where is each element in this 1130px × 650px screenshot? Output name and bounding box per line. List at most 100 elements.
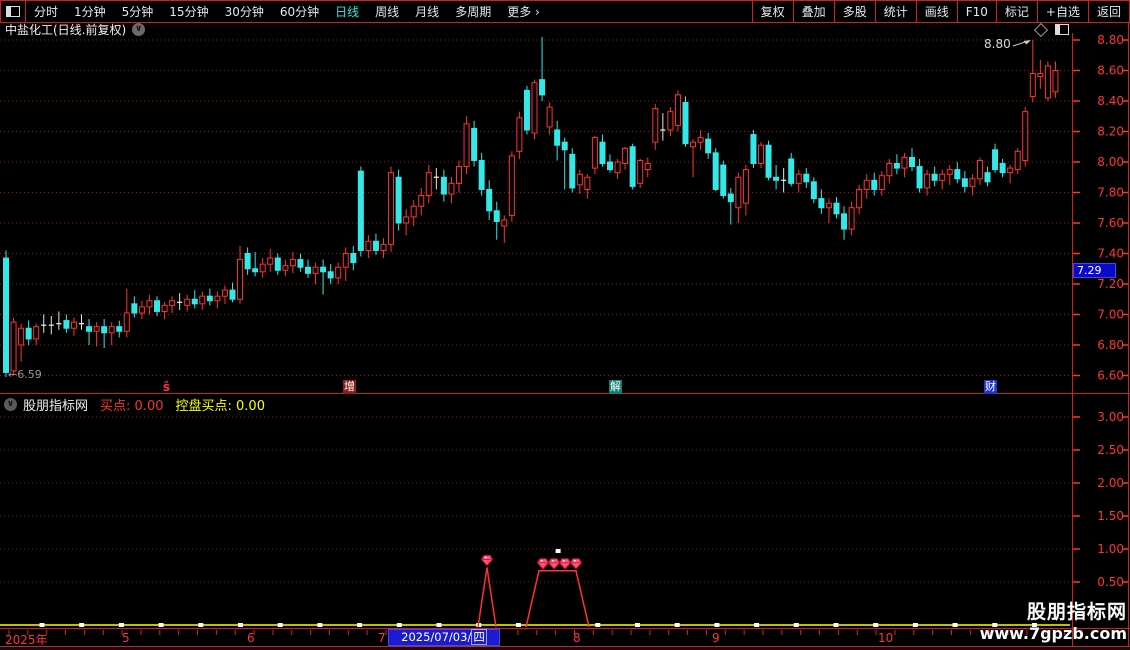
baseline-dot (515, 623, 521, 627)
toolbar-func-6[interactable]: F10 (956, 1, 996, 22)
toolbar-func-8[interactable]: +自选 (1036, 1, 1088, 22)
candle-down (191, 290, 198, 309)
toolbar-period-4[interactable]: 15分钟 (169, 5, 209, 19)
candle-up (237, 245, 244, 304)
candle-up (1044, 61, 1051, 101)
candle-body (909, 156, 915, 168)
candle-up (33, 323, 40, 345)
candle-down (372, 233, 379, 256)
candle-body (267, 257, 274, 265)
candle-up (448, 177, 455, 204)
event-flag-zeng[interactable]: 增 (343, 380, 356, 394)
candle-body (169, 300, 176, 306)
baseline-dot (595, 623, 601, 627)
candle-down (440, 169, 447, 202)
candle-body (818, 198, 825, 209)
candle-body (795, 173, 802, 184)
toolbar-func-3[interactable]: 多股 (833, 1, 875, 22)
event-flag-jie[interactable]: 解 (609, 380, 622, 394)
layout-toggle-button[interactable] (1, 1, 26, 22)
candle-up (924, 169, 931, 196)
candle-up (289, 251, 296, 274)
collapse-indicator-icon[interactable]: ∨ (4, 398, 17, 411)
date-tick-label: 8 (573, 631, 581, 645)
toolbar-func-1[interactable]: 复权 (751, 1, 793, 22)
price-axis-label: 6.60 (1097, 369, 1124, 383)
candle-down (569, 148, 576, 193)
candle-body (614, 161, 621, 174)
candle-up (1029, 40, 1036, 103)
candle-up (282, 259, 289, 277)
candle-body (342, 253, 349, 268)
candle-body (327, 271, 334, 279)
candle-body (735, 176, 742, 209)
candle-up (410, 200, 417, 227)
date-tick-label: 2025年 (5, 633, 48, 647)
candle-down (3, 250, 9, 378)
toolbar-period-5[interactable]: 30分钟 (224, 5, 264, 19)
baseline-dot (635, 623, 640, 627)
toolbar-func-5[interactable]: 画线 (915, 1, 957, 22)
toolbar-func-7[interactable]: 标记 (995, 1, 1037, 22)
candle-body (976, 159, 983, 180)
candle-up (161, 302, 168, 320)
candle-up (335, 262, 342, 284)
candle-up (1014, 148, 1021, 175)
candle-body (410, 205, 417, 218)
toolbar-func-4[interactable]: 统计 (874, 1, 916, 22)
candle-body (946, 169, 953, 175)
price-axis-label: 7.60 (1097, 216, 1124, 230)
indicator-source-label[interactable]: 股朋指标网 (23, 399, 89, 414)
candle-body (70, 321, 77, 329)
candle-down (984, 166, 991, 187)
candle-up (622, 146, 629, 170)
toolbar-period-7[interactable]: 日线 (335, 5, 360, 19)
candle-body (856, 188, 863, 209)
candle-body (863, 179, 870, 190)
candle-body (742, 169, 749, 204)
diamond-gem-body (558, 558, 572, 570)
price-axis-label: 7.80 (1097, 186, 1124, 200)
sell-signal-flag[interactable]: ŝ (162, 380, 171, 394)
toolbar-period-2[interactable]: 1分钟 (74, 5, 106, 19)
toolbar-func-9[interactable]: 返回 (1087, 1, 1129, 22)
candle-down (909, 148, 915, 172)
toolbar-period-9[interactable]: 月线 (415, 5, 440, 19)
candle-down (305, 259, 311, 278)
candle-body (138, 306, 145, 314)
event-flag-cai[interactable]: 财 (984, 380, 997, 394)
candle-body (954, 169, 961, 180)
candle-body (372, 240, 379, 251)
indicator-axis-label: 3.00 (1097, 410, 1124, 424)
stock-title[interactable]: 中盐化工(日线.前复权) (5, 22, 127, 37)
candle-down (116, 320, 123, 338)
chevron-down-icon[interactable]: ∨ (132, 22, 146, 36)
toolbar-period-1[interactable]: 分时 (34, 5, 59, 19)
candle-body (440, 176, 447, 195)
candle-body (1014, 150, 1021, 171)
candle-down (539, 36, 546, 101)
toolbar-period-6[interactable]: 60分钟 (279, 5, 320, 19)
toolbar-func-2[interactable]: 叠加 (792, 1, 834, 22)
candle-doji (177, 293, 183, 310)
candle-body (644, 163, 651, 171)
candle-body (184, 298, 191, 306)
toolbar-period-11[interactable]: 更多 › (507, 5, 540, 19)
candle-body (320, 266, 327, 273)
candle-up (199, 291, 206, 310)
indicator-axis-label: 2.00 (1097, 476, 1124, 490)
toolbar-period-8[interactable]: 周线 (375, 5, 400, 19)
toolbar-period-3[interactable]: 5分钟 (121, 5, 154, 19)
candle-doji (781, 168, 787, 193)
candle-up (946, 165, 953, 185)
candle-up (644, 157, 651, 178)
candle-body (221, 289, 228, 297)
split-window-icon[interactable] (1055, 24, 1069, 35)
toolbar-period-10[interactable]: 多周期 (455, 5, 492, 19)
candle-down (395, 169, 402, 231)
watermark-site-name: 股朋指标网 (1026, 601, 1127, 623)
baseline-dot (39, 623, 45, 627)
candle-up (856, 184, 863, 214)
